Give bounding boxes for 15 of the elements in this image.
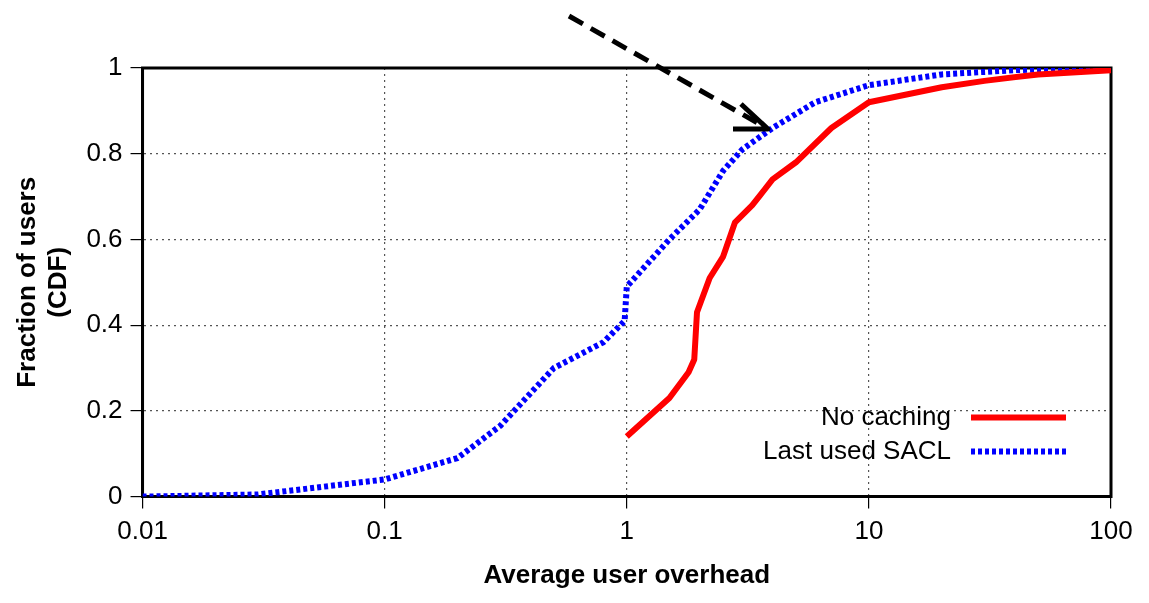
y-tick-label: 0.8 xyxy=(86,136,123,167)
y-tick-label: 0.4 xyxy=(86,308,123,339)
x-tick-label: 10 xyxy=(854,515,884,546)
legend-label: Last used SACL xyxy=(763,434,951,465)
y-axis-title: Fraction of users (CDF) xyxy=(10,176,72,388)
y-tick-label: 0.2 xyxy=(86,394,123,425)
x-tick-label: 0.01 xyxy=(117,515,168,546)
legend-label: No caching xyxy=(820,400,951,431)
y-tick-label: 0 xyxy=(108,479,123,510)
x-tick-label: 100 xyxy=(1089,515,1133,546)
y-tick-label: 1 xyxy=(108,51,123,82)
x-tick-label: 1 xyxy=(619,515,635,546)
x-axis-title: Average user overhead xyxy=(483,558,771,589)
y-tick-label: 0.6 xyxy=(86,222,123,253)
x-tick-label: 0.1 xyxy=(366,515,403,546)
